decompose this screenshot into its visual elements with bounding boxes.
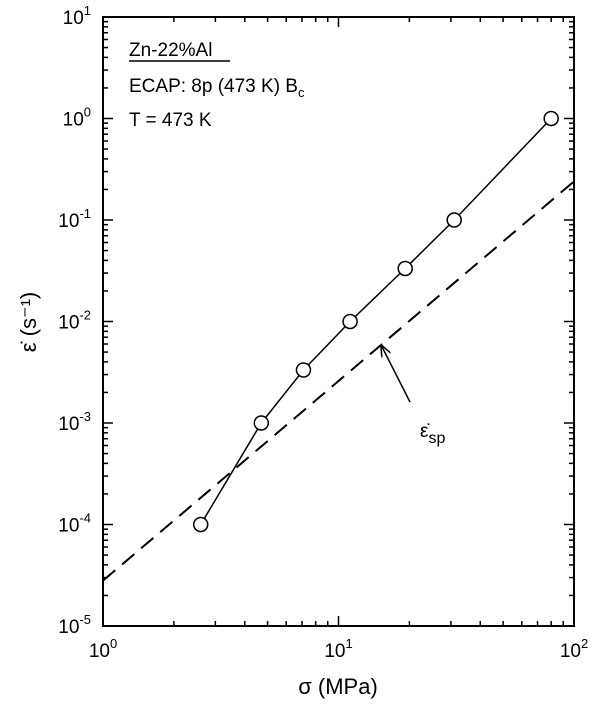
y-axis-title: ε̇ (s⁻¹) (16, 292, 41, 353)
x-tick-label-base: 10 (89, 641, 110, 662)
sp-main-text: ε̇ (420, 421, 429, 442)
y-tick-label-base: 10 (58, 414, 79, 435)
data-point (253, 415, 270, 431)
y-tick-label-exp: -1 (79, 206, 91, 221)
y-tick-label-exp: -2 (79, 308, 91, 323)
ecap-sub-text: c (298, 85, 305, 100)
x-axis-title: σ (MPa) (298, 674, 378, 699)
y-tick-label-base: 10 (58, 516, 79, 537)
temperature-label: T = 473 K (129, 110, 212, 131)
x-tick-label-base: 10 (560, 641, 581, 662)
data-point (446, 212, 462, 228)
data-point (342, 313, 358, 330)
material-label: Zn-22%Al (129, 40, 212, 61)
y-tick-label-exp: -5 (79, 612, 91, 627)
x-tick-label-exp: 2 (581, 636, 588, 651)
x-tick-label: 100 (89, 636, 117, 662)
data-point (192, 516, 209, 533)
sp-annotation: ε̇sp (381, 346, 445, 447)
x-tick-labels: 100 101 102 (89, 636, 588, 662)
ecap-main-text: ECAP: 8p (473 K) B (129, 76, 298, 97)
ecap-label: ECAP: 8p (473 K) Bc (129, 76, 305, 100)
y-tick-label-base: 10 (63, 110, 84, 131)
sp-dashed-line (102, 180, 575, 582)
x-tick-label: 102 (560, 636, 588, 662)
y-tick-label: 10-1 (58, 206, 91, 232)
plot-area-frame (102, 16, 575, 627)
y-tick-label-exp: 1 (84, 3, 91, 18)
data-point (295, 362, 312, 378)
y-tick-label-exp: -3 (79, 409, 91, 424)
y-tick-label-base: 10 (58, 313, 79, 334)
x-tick-label-base: 10 (324, 641, 345, 662)
x-tick-label: 101 (324, 636, 352, 662)
sp-label: ε̇sp (420, 421, 445, 447)
data-point (397, 260, 413, 277)
y-tick-label-base: 10 (58, 617, 79, 638)
axis-ticks (102, 16, 575, 627)
sp-sub-text: sp (428, 430, 445, 447)
data-point (543, 110, 559, 127)
y-tick-label-base: 10 (63, 8, 84, 29)
legend-box: Zn-22%Al ECAP: 8p (473 K) Bc T = 473 K (129, 40, 305, 131)
data-series-line (200, 117, 552, 525)
data-series-layer (192, 110, 559, 533)
x-tick-label-exp: 1 (345, 636, 352, 651)
y-tick-label: 10-4 (58, 511, 91, 537)
y-tick-label: 10-2 (58, 308, 91, 334)
sp-arrow (381, 346, 411, 403)
y-tick-label: 101 (63, 3, 91, 29)
y-tick-label: 100 (63, 105, 91, 131)
x-tick-label-exp: 0 (110, 636, 117, 651)
y-tick-label: 10-5 (58, 612, 91, 638)
dashed-fit-layer (102, 180, 575, 582)
y-tick-label-exp: -4 (79, 511, 91, 526)
y-tick-label-exp: 0 (84, 105, 91, 120)
y-tick-label: 10-3 (58, 409, 91, 435)
y-tick-label-base: 10 (58, 211, 79, 232)
